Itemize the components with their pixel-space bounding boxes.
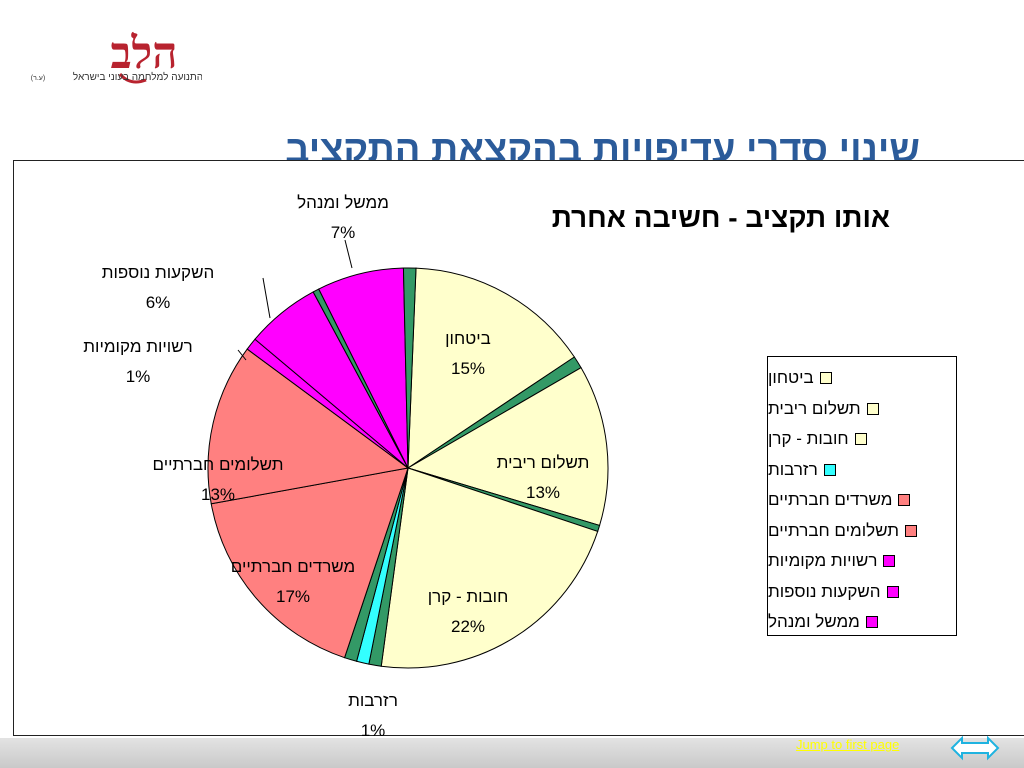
logo-graphic: הלב התנועה למלחמה בעוני בישראל (ע.ר) — [31, 29, 203, 84]
navigation-button[interactable] — [950, 734, 1000, 762]
legend-item: ממשל ומנהל — [768, 607, 948, 638]
legend-item: חובות - קרן — [768, 424, 948, 455]
legend-swatch — [904, 524, 917, 537]
legend-item: רשויות מקומיות — [768, 546, 948, 577]
legend-label: ביטחון — [768, 368, 814, 388]
pie-slice — [207, 348, 410, 505]
legend-item: ביטחון — [768, 363, 948, 394]
chart-title: אותו תקציב - חשיבה אחרת — [551, 202, 890, 233]
legend-swatch — [866, 402, 879, 415]
double-arrow-icon — [950, 735, 1000, 761]
leader-line — [262, 277, 271, 319]
slice-percent-label: 1% — [126, 367, 151, 386]
legend-label: רשויות מקומיות — [768, 551, 878, 571]
legend-item: משרדים חברתיים — [768, 485, 948, 516]
slice-percent-label: 15% — [451, 359, 485, 378]
legend-item: השקעות נוספות — [768, 577, 948, 608]
jump-to-first-page-link[interactable]: Jump to first page — [796, 737, 900, 752]
leader-line — [237, 349, 247, 361]
legend-label: תשלום ריבית — [768, 398, 861, 418]
legend-label: ממשל ומנהל — [768, 612, 860, 632]
pie-slice — [210, 467, 409, 659]
footer-band — [0, 738, 1024, 768]
legend-swatch — [823, 463, 836, 476]
pie-slice — [402, 267, 417, 469]
legend-swatch — [865, 616, 878, 629]
slice-label: תשלום ריבית — [497, 453, 590, 472]
slice-percent-label: 1% — [361, 721, 386, 740]
legend-item: תשלומים חברתיים — [768, 516, 948, 547]
logo-brand: הלב — [110, 29, 177, 78]
chart-legend: ביטחון תשלום ריבית חובות - קרן רזרבות משרדים… — [767, 356, 957, 636]
logo: הלב התנועה למלחמה בעוני בישראל (ע.ר) — [20, 24, 203, 94]
legend-label: רזרבות — [768, 459, 818, 479]
legend-item: תשלום ריבית — [768, 394, 948, 425]
legend-swatch — [854, 433, 867, 446]
legend-label: חובות - קרן — [768, 429, 849, 449]
pie-slice — [406, 366, 609, 527]
legend-label: השקעות נוספות — [768, 581, 881, 601]
slice-percent-label: 13% — [526, 483, 560, 502]
slice-label: חובות - קרן — [428, 587, 509, 606]
pie-slice — [380, 467, 599, 669]
slice-label: ביטחון — [445, 329, 491, 348]
slice-percent-label: 6% — [146, 293, 171, 312]
legend-label: משרדים חברתיים — [768, 490, 893, 510]
slice-label: משרדים חברתיים — [231, 557, 355, 576]
legend-swatch — [886, 585, 899, 598]
legend-swatch — [883, 555, 896, 568]
logo-tagline: התנועה למלחמה בעוני בישראל — [73, 71, 202, 83]
legend-label: תשלומים חברתיים — [768, 520, 899, 540]
slice-label: השקעות נוספות — [102, 263, 215, 282]
slice-percent-label: 13% — [201, 485, 235, 504]
legend-swatch — [898, 494, 911, 507]
legend-item: רזרבות — [768, 455, 948, 486]
logo-suffix: (ע.ר) — [31, 75, 45, 82]
legend-swatch — [819, 372, 832, 385]
pie-slice — [407, 267, 576, 469]
leader-line — [344, 239, 353, 269]
slice-percent-label: 17% — [276, 587, 310, 606]
slice-label: ממשל ומנהל — [297, 193, 389, 212]
slice-percent-label: 7% — [331, 223, 356, 242]
slice-percent-label: 22% — [451, 617, 485, 636]
slice-label: רזרבות — [348, 691, 398, 710]
slice-label: רשויות מקומיות — [83, 337, 192, 356]
slice-label: תשלומים חברתיים — [153, 455, 284, 474]
